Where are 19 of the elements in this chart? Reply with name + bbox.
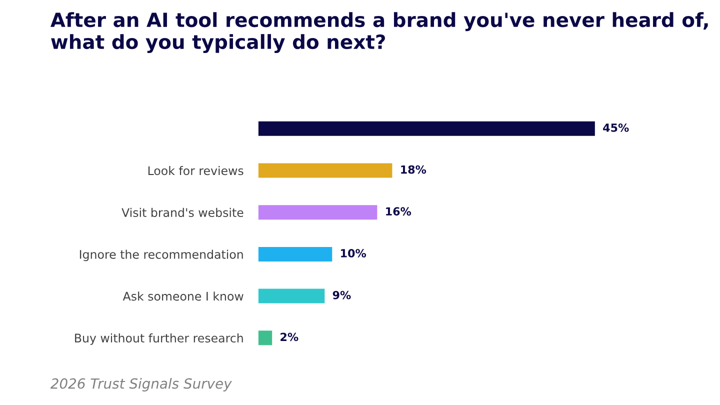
data-label: 2% xyxy=(280,332,298,342)
data-label: 10% xyxy=(341,249,366,258)
bar xyxy=(258,329,274,347)
bar xyxy=(258,120,596,138)
y-tick-label: Ignore the recommendation xyxy=(80,250,243,262)
bar xyxy=(258,287,326,305)
bar xyxy=(258,204,379,221)
y-tick-label: Ask someone I know xyxy=(122,292,244,301)
data-label: 9% xyxy=(332,290,351,300)
data-label: 16% xyxy=(386,207,412,216)
data-label: 18% xyxy=(401,165,426,174)
text: 2026 Trust Signals Survey xyxy=(50,378,232,392)
bar xyxy=(258,246,334,263)
y-tick-label: Buy without further research xyxy=(75,333,243,345)
chart-title: After an AI tool recommends a brand you've never heard of, what do you typically do next? xyxy=(50,12,708,54)
y-tick-label: Visit brand's website xyxy=(122,208,244,218)
y-tick-label: Look for reviews xyxy=(148,166,244,176)
bar xyxy=(258,162,394,180)
data-label: 45% xyxy=(603,123,629,132)
